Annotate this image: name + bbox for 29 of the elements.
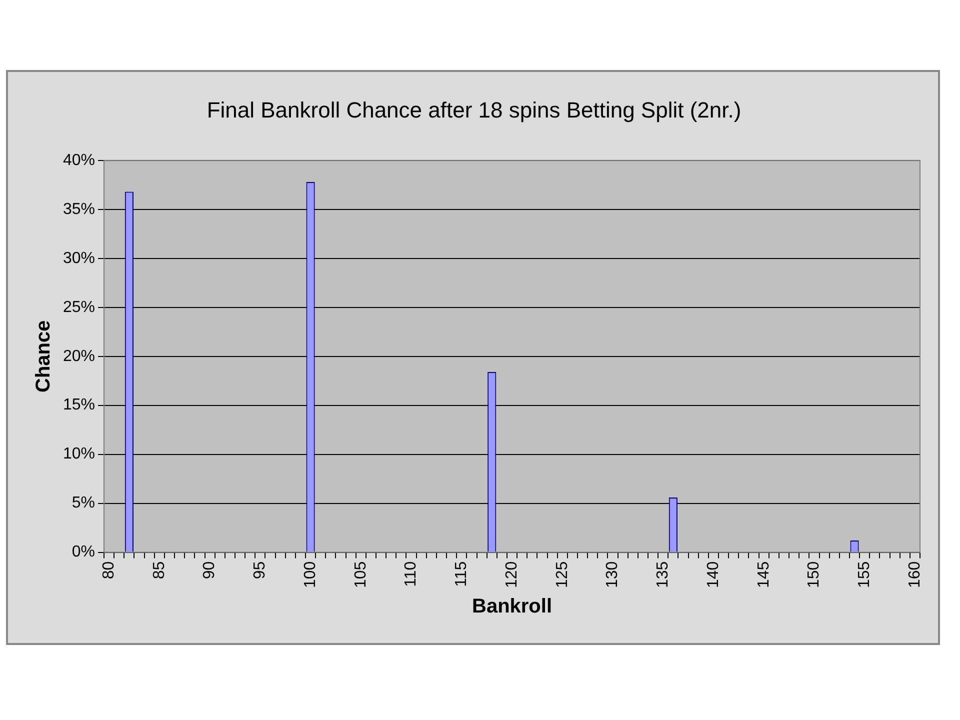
y-axis-title: Chance — [32, 320, 55, 392]
x-tick-label: 115 — [453, 561, 470, 587]
x-tick-label: 135 — [654, 561, 672, 588]
x-tick-label: 105 — [352, 561, 370, 588]
x-tick-label: 120 — [503, 561, 520, 588]
chart-title: Final Bankroll Chance after 18 spins Betting Split (2nr.) — [206, 97, 742, 122]
x-tick-label: 90 — [201, 561, 218, 580]
x-tick-label: 160 — [906, 561, 924, 588]
y-tick-label: 5% — [72, 494, 96, 512]
y-tick-label: 35% — [62, 200, 96, 218]
y-tick-label: 15% — [62, 396, 96, 414]
x-tick-label: 145 — [755, 561, 772, 588]
x-tick-label: 110 — [402, 561, 420, 587]
x-tick-label: 100 — [302, 561, 319, 588]
x-tick-label: 95 — [252, 561, 269, 580]
y-tick-label: 20% — [62, 348, 96, 365]
x-tick-label: 155 — [856, 561, 873, 588]
x-tick-label: 80 — [100, 561, 118, 580]
x-tick-label: 125 — [554, 561, 571, 588]
y-tick-label: 10% — [62, 446, 96, 463]
x-axis-title: Bankroll — [472, 596, 552, 618]
y-tick-label: 30% — [62, 250, 96, 267]
x-tick-label: 85 — [150, 561, 168, 580]
y-tick-label: 0% — [72, 544, 96, 561]
y-tick-label: 25% — [62, 298, 96, 316]
x-tick-label: 140 — [704, 561, 722, 588]
y-tick-label: 40% — [62, 152, 96, 169]
x-tick-label: 150 — [806, 561, 823, 588]
x-tick-label: 130 — [604, 561, 622, 588]
